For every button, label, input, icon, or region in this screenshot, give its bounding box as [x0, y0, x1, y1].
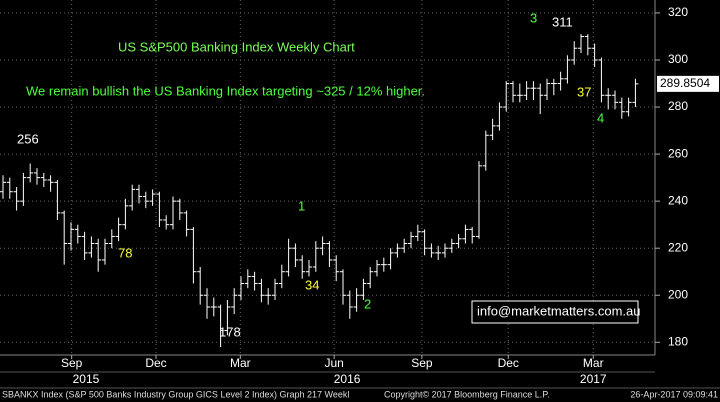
x-tick-label: Dec — [145, 356, 166, 370]
annotation: 1 — [298, 198, 305, 213]
last-price-box — [657, 75, 719, 92]
x-tick-label: Sep — [61, 356, 83, 370]
x-tick-label: Dec — [498, 356, 519, 370]
x-tick-label: Mar — [583, 356, 604, 370]
annotation: 256 — [17, 131, 39, 146]
y-tick-label: 240 — [668, 193, 688, 207]
contact-box — [471, 300, 639, 324]
annotation: 3 — [530, 10, 537, 25]
annotation: 37 — [577, 84, 591, 99]
last-price-label: 289.8504 — [660, 76, 710, 90]
annotation: 4 — [597, 110, 604, 125]
footer-right: 26-Apr-2017 09:09:41 — [630, 389, 718, 399]
annotation: 78 — [118, 245, 132, 260]
year-label: 2015 — [73, 372, 100, 386]
annotation: 34 — [305, 277, 319, 292]
annotation: 2 — [364, 296, 371, 311]
footer-left: SBANKX Index (S&P 500 Banks Industry Gro… — [2, 389, 349, 399]
contact: info@marketmatters.com.au — [477, 303, 640, 318]
year-label: 2016 — [334, 372, 361, 386]
annotation: 178 — [219, 324, 241, 339]
chart-subtitle: We remain bullish the US Banking Index t… — [26, 83, 425, 98]
y-tick-label: 260 — [668, 146, 688, 160]
y-tick-label: 300 — [668, 52, 688, 66]
x-tick-label: Sep — [411, 356, 433, 370]
y-tick-label: 180 — [668, 334, 688, 348]
y-tick-label: 220 — [668, 240, 688, 254]
y-tick-label: 200 — [668, 287, 688, 301]
x-tick-label: Jun — [324, 356, 343, 370]
annotation: 311 — [552, 14, 573, 29]
y-tick-label: 280 — [668, 99, 688, 113]
x-tick-label: Mar — [230, 356, 251, 370]
chart-title: US S&P500 Banking Index Weekly Chart — [118, 39, 355, 54]
year-label: 2017 — [580, 372, 607, 386]
footer-mid: Copyright© 2017 Bloomberg Finance L.P. — [384, 389, 550, 399]
y-tick-label: 320 — [668, 5, 688, 19]
